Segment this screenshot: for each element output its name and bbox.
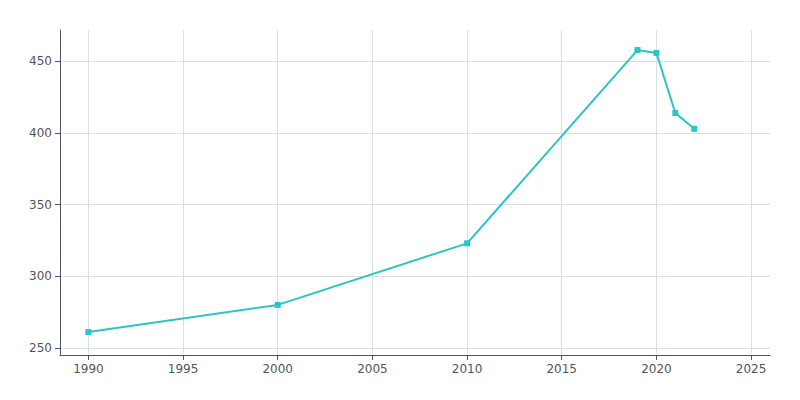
svg-text:1990: 1990 <box>73 362 104 376</box>
svg-text:450: 450 <box>29 54 52 68</box>
svg-text:1995: 1995 <box>168 362 199 376</box>
svg-text:350: 350 <box>29 198 52 212</box>
svg-text:250: 250 <box>29 341 52 355</box>
svg-text:300: 300 <box>29 269 52 283</box>
svg-text:2020: 2020 <box>641 362 672 376</box>
svg-text:2025: 2025 <box>736 362 767 376</box>
svg-text:2010: 2010 <box>452 362 483 376</box>
svg-text:2005: 2005 <box>357 362 388 376</box>
svg-text:400: 400 <box>29 126 52 140</box>
svg-text:2015: 2015 <box>546 362 577 376</box>
svg-text:2000: 2000 <box>262 362 293 376</box>
